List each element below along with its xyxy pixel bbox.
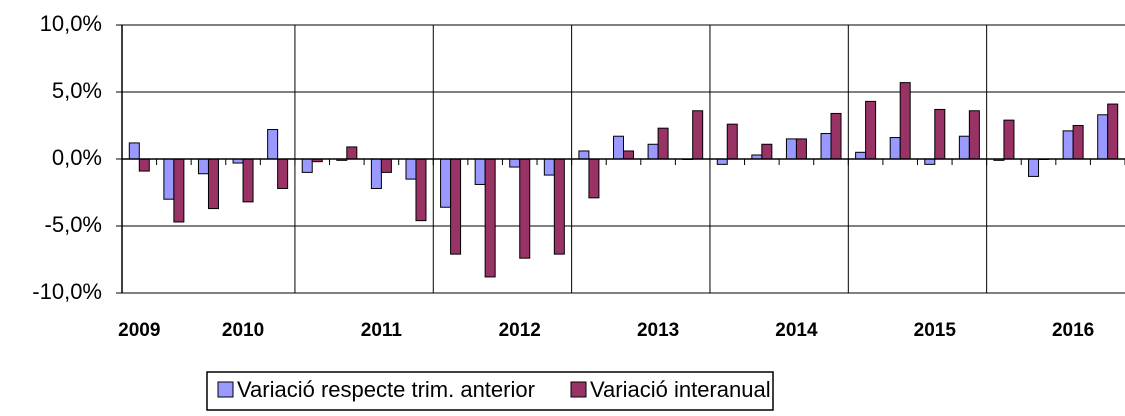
bar (197, 158, 209, 175)
x-tick-label: 2013 (637, 320, 679, 341)
y-tick-label: 5,0% (52, 78, 102, 103)
bar (1028, 158, 1040, 177)
x-tick-label: 2010 (222, 320, 264, 341)
bar (726, 123, 738, 160)
bar (1107, 103, 1119, 160)
y-tick-label: -5,0% (45, 212, 102, 237)
bar (1072, 125, 1084, 160)
bar (474, 158, 486, 185)
bar (934, 108, 946, 160)
y-tick-label: -10,0% (32, 279, 102, 304)
bar (785, 138, 797, 160)
legend-label: Variació interanual (590, 377, 771, 402)
bar (415, 158, 427, 222)
bar (346, 146, 358, 160)
bar (761, 143, 773, 160)
bar (553, 158, 565, 255)
bar (405, 158, 417, 180)
legend-box (206, 371, 774, 411)
bar (242, 158, 254, 203)
bar (716, 158, 728, 165)
x-tick-label: 2015 (914, 320, 957, 341)
bar (647, 143, 659, 160)
bar (519, 158, 531, 259)
bar (267, 129, 279, 160)
bar (820, 133, 832, 160)
bar (543, 158, 555, 176)
bar (855, 151, 867, 160)
bar (301, 158, 313, 173)
bar (173, 158, 185, 223)
legend-swatch (217, 381, 234, 398)
y-tick-label: 10,0% (40, 11, 102, 36)
bar (484, 158, 496, 278)
bar (588, 158, 600, 199)
legend-swatch (570, 381, 587, 398)
x-tick-label: 2012 (499, 320, 541, 341)
x-tick-label: 2011 (361, 320, 403, 341)
x-tick-label: 2009 (118, 320, 160, 341)
legend-label: Variació respecte trim. anterior (237, 377, 535, 402)
bar (128, 142, 140, 160)
bar (692, 110, 704, 160)
bar (623, 150, 634, 160)
bar (163, 158, 175, 200)
bar (1003, 119, 1015, 160)
bar (795, 138, 807, 160)
bar (924, 158, 936, 165)
bar (865, 100, 877, 160)
bar (657, 127, 669, 160)
bar (613, 135, 624, 160)
bar (380, 158, 392, 173)
bar (1097, 114, 1109, 160)
bar (958, 135, 970, 160)
bar (440, 158, 452, 208)
bar (509, 158, 521, 168)
bar (968, 110, 980, 160)
bar (370, 158, 382, 189)
bar (138, 158, 150, 172)
y-tick-label: 0,0% (52, 145, 102, 170)
bar (450, 158, 462, 255)
bar (277, 158, 289, 189)
x-tick-label: 2016 (1052, 320, 1094, 341)
bar (1062, 130, 1074, 160)
bar (207, 158, 219, 210)
bar (830, 112, 842, 160)
x-tick-label: 2014 (775, 320, 818, 341)
bar (889, 137, 901, 160)
bar (899, 82, 911, 160)
bar (578, 150, 590, 160)
